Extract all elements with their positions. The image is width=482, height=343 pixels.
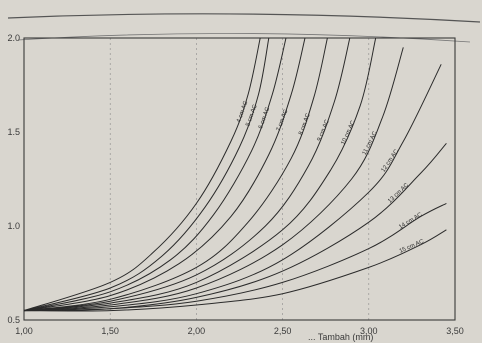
y-tick-label: 0.5 — [7, 315, 20, 325]
series-line — [23, 37, 351, 312]
series-label: 7 cm AC — [276, 108, 290, 132]
page-edge — [7, 13, 481, 23]
series-line — [23, 229, 447, 312]
series-label: 10 cm AC — [341, 119, 358, 146]
plot-frame — [23, 37, 456, 321]
series-label: 11 cm AC — [362, 130, 379, 156]
x-tick-label: 3,00 — [360, 326, 378, 336]
x-tick-label: 2,50 — [274, 326, 292, 336]
series-line — [23, 37, 270, 312]
series-label: 14 cm AC — [398, 212, 424, 231]
series-label: 15 cm AC — [399, 239, 426, 255]
y-tick-label: 1.5 — [7, 127, 20, 137]
x-tick-label: 1,50 — [101, 326, 119, 336]
series-line — [23, 47, 404, 312]
x-axis-ticks: 1,00 1,50 2,00 2,50 3,00 3,50 — [15, 326, 464, 336]
series-line — [23, 37, 377, 312]
grid-lines — [109, 38, 370, 320]
series-line — [23, 37, 287, 312]
series-label: 13 cm AC — [387, 182, 411, 205]
x-tick-label: 1,00 — [15, 326, 33, 336]
series-label: 8 cm AC — [298, 112, 312, 136]
series-lines — [23, 37, 447, 312]
x-tick-label: 2,00 — [188, 326, 206, 336]
series-label: 12 cm AC — [381, 148, 401, 173]
series-line — [23, 37, 306, 312]
series-line — [23, 37, 328, 312]
series-labels: 4 cm AC5 cm AC 6 cm AC 7 cm AC 8 cm AC 9 cm … — [236, 100, 425, 255]
series-line — [23, 202, 447, 312]
y-tick-label: 2.0 — [7, 33, 20, 43]
plot-border — [23, 37, 456, 321]
y-tick-label: 1.0 — [7, 221, 20, 231]
series-label: 9 cm AC — [317, 118, 331, 142]
series-line — [23, 37, 261, 312]
series-line — [23, 64, 442, 312]
series-label: 6 cm AC — [258, 106, 272, 130]
y-axis-ticks: 0.5 1.0 1.5 2.0 — [7, 33, 20, 325]
x-axis-label: ... Tambah (mm) — [308, 332, 373, 342]
x-tick-label: 3,50 — [446, 326, 464, 336]
